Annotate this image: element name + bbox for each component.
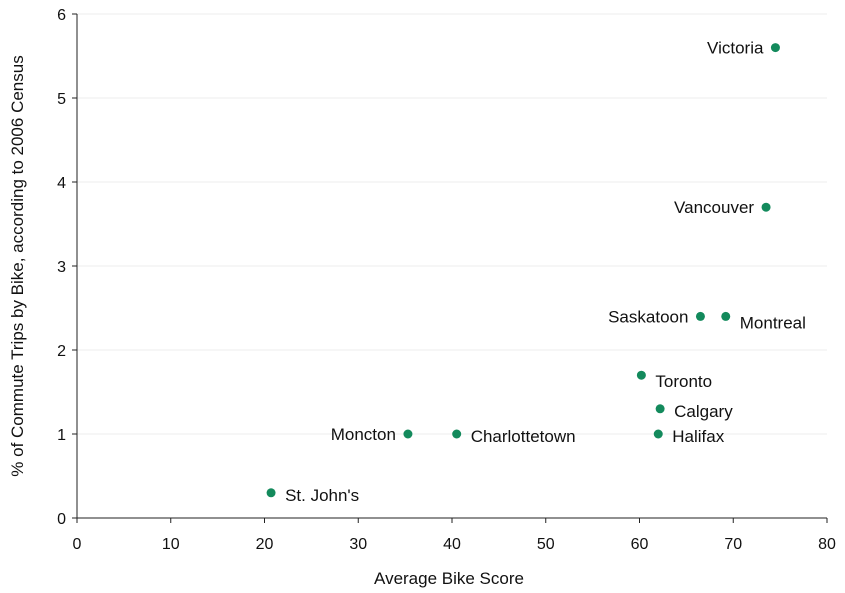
point-label: Moncton bbox=[331, 425, 396, 444]
point-label: Halifax bbox=[672, 427, 724, 446]
x-tick-labels: 0 10 20 30 40 50 60 70 80 bbox=[73, 536, 836, 553]
data-point bbox=[695, 311, 705, 321]
x-tick-label: 0 bbox=[73, 536, 82, 553]
x-tick-label: 30 bbox=[349, 536, 367, 553]
y-tick-label: 2 bbox=[57, 343, 66, 360]
gridlines bbox=[77, 13, 827, 435]
y-tick-label: 6 bbox=[57, 7, 66, 24]
point-label: Calgary bbox=[674, 402, 733, 421]
y-tick-label: 1 bbox=[57, 427, 66, 444]
x-tick-label: 20 bbox=[256, 536, 274, 553]
y-tick-label: 4 bbox=[57, 175, 66, 192]
x-tick-label: 70 bbox=[724, 536, 742, 553]
x-tick-label: 40 bbox=[443, 536, 461, 553]
data-point bbox=[653, 429, 663, 439]
point-label: St. John's bbox=[285, 486, 359, 505]
data-points bbox=[266, 43, 780, 498]
data-point bbox=[636, 370, 646, 380]
x-axis-title: Average Bike Score bbox=[374, 569, 524, 588]
x-tick-label: 10 bbox=[162, 536, 180, 553]
point-label: Charlottetown bbox=[471, 427, 576, 446]
point-label: Vancouver bbox=[674, 198, 754, 217]
data-point bbox=[266, 488, 276, 498]
point-label: Montreal bbox=[740, 313, 806, 332]
data-point bbox=[770, 43, 780, 53]
point-label: Victoria bbox=[707, 39, 764, 58]
y-axis-title: % of Commute Trips by Bike, according to… bbox=[8, 55, 27, 476]
point-label: Toronto bbox=[655, 372, 712, 391]
x-tick-label: 80 bbox=[818, 536, 836, 553]
data-point bbox=[452, 429, 462, 439]
data-point bbox=[721, 311, 731, 321]
data-point bbox=[655, 404, 665, 414]
y-tick-label: 0 bbox=[57, 511, 66, 528]
y-tick-labels: 0 1 2 3 4 5 6 bbox=[57, 7, 66, 528]
x-tick-label: 60 bbox=[631, 536, 649, 553]
data-point bbox=[761, 202, 771, 212]
point-labels: Victoria Vancouver Saskatoon Montreal Toront… bbox=[285, 39, 806, 505]
data-point bbox=[403, 429, 413, 439]
axes bbox=[72, 13, 828, 523]
y-tick-label: 5 bbox=[57, 91, 66, 108]
y-tick-label: 3 bbox=[57, 259, 66, 276]
point-label: Saskatoon bbox=[608, 307, 688, 326]
x-tick-label: 50 bbox=[537, 536, 555, 553]
